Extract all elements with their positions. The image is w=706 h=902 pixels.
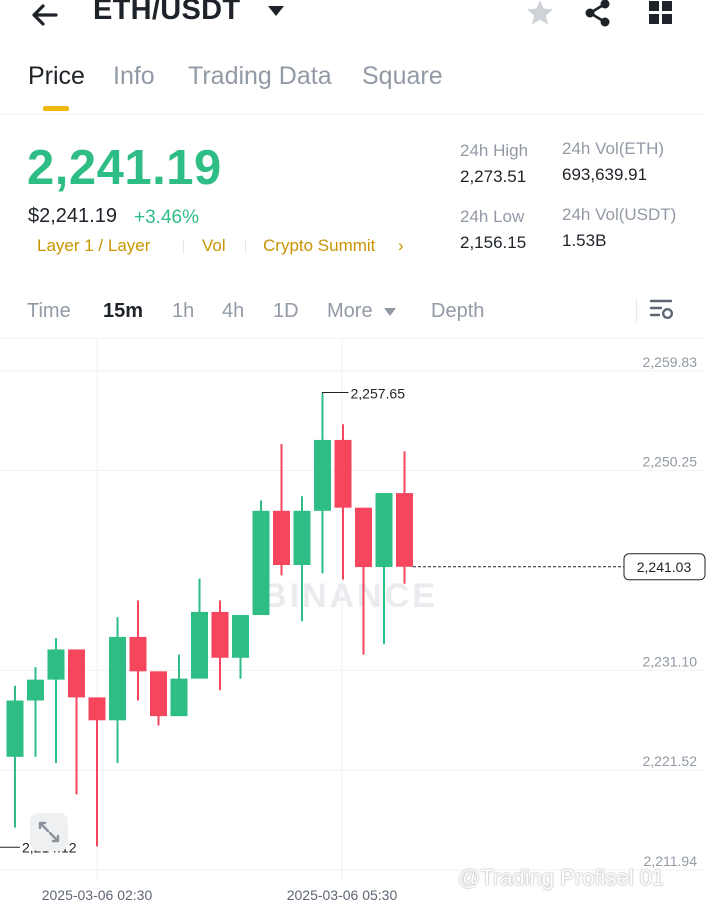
candle-body <box>396 493 413 567</box>
interval-1h[interactable]: 1h <box>172 300 195 322</box>
chart-settings-icon[interactable] <box>648 296 676 324</box>
interval-more[interactable]: More <box>327 300 373 322</box>
divider <box>0 338 706 339</box>
chevron-right-icon[interactable]: › <box>398 236 404 255</box>
candle-body <box>170 678 188 717</box>
vol-usdt-value: 1.53B <box>562 231 607 250</box>
caret-down-icon[interactable] <box>266 3 286 19</box>
candle-body <box>6 700 24 757</box>
tag-vol[interactable]: Vol <box>202 236 226 255</box>
candle-body <box>252 510 270 616</box>
vol-eth-label: 24h Vol(ETH) <box>562 139 665 158</box>
share-icon[interactable] <box>583 0 613 28</box>
interval-bar: Time 15m 1h 4h 1D More Depth <box>0 290 706 336</box>
candle-body <box>273 510 290 566</box>
high-value: 2,273.51 <box>460 167 527 186</box>
grid-icon[interactable] <box>646 0 676 28</box>
chart-watermark: BINANCE <box>262 577 438 615</box>
current-price-label: 2,241.03 <box>637 559 692 575</box>
tag-layer1[interactable]: Layer 1 / Layer <box>37 236 151 255</box>
candle-body <box>293 510 311 566</box>
candle-body <box>314 439 331 511</box>
tab-square[interactable]: Square <box>362 62 443 90</box>
interval-time[interactable]: Time <box>27 300 71 322</box>
y-tick-label: 2,250.25 <box>643 454 698 470</box>
interval-depth[interactable]: Depth <box>431 300 485 322</box>
candle-body <box>191 611 208 679</box>
vol-eth-value: 693,639.91 <box>562 165 648 184</box>
candle-body <box>47 649 65 680</box>
candle-body <box>211 611 229 658</box>
star-icon[interactable] <box>525 0 555 28</box>
divider <box>636 298 637 322</box>
last-price: 2,241.19 <box>27 141 222 195</box>
active-tab-indicator <box>43 106 69 111</box>
expand-chart-button[interactable] <box>30 813 68 851</box>
candle-body <box>88 697 106 721</box>
interval-15m[interactable]: 15m <box>103 300 144 322</box>
candle-body <box>232 615 249 658</box>
max-price-label: 2,257.65 <box>351 386 406 402</box>
high-label: 24h High <box>460 141 529 160</box>
tag-separator <box>183 240 184 254</box>
candle-body <box>68 649 85 698</box>
candle-body <box>109 636 126 721</box>
candle-body <box>334 439 352 508</box>
usd-price: $2,241.19 <box>28 205 117 227</box>
divider <box>0 114 706 115</box>
back-arrow-icon[interactable] <box>28 0 62 32</box>
interval-1d[interactable]: 1D <box>273 300 299 322</box>
max-marker-line <box>322 392 349 394</box>
interval-4h[interactable]: 4h <box>222 300 245 322</box>
pair-title[interactable]: ETH/USDT <box>93 0 241 26</box>
watermark-overlay: @Trading Profisel 01 <box>458 865 665 890</box>
header-bar: ETH/USDT <box>0 0 706 36</box>
candlestick-chart[interactable]: 2,259.83 2,250.25 2,231.10 2,221.52 2,211.94… <box>0 339 706 902</box>
tab-info[interactable]: Info <box>113 62 155 90</box>
tab-price[interactable]: Price <box>28 62 85 90</box>
low-value: 2,156.15 <box>460 233 527 252</box>
candle-body <box>27 679 44 701</box>
change-percent: +3.46% <box>134 207 199 228</box>
y-tick-label: 2,259.83 <box>643 354 698 370</box>
candle-body <box>355 507 372 568</box>
caret-down-icon[interactable] <box>383 307 397 317</box>
low-label: 24h Low <box>460 207 525 226</box>
y-tick-label: 2,221.52 <box>643 753 698 769</box>
vol-usdt-label: 24h Vol(USDT) <box>562 205 677 224</box>
expand-icon <box>38 821 60 843</box>
y-tick-label: 2,211.94 <box>644 853 698 869</box>
candle-body <box>150 671 167 717</box>
tag-separator <box>245 240 246 254</box>
candle-body <box>129 636 147 672</box>
y-tick-label: 2,231.10 <box>643 653 698 669</box>
x-tick-label: 2025-03-06 05:30 <box>287 887 398 902</box>
tag-crypto-summit[interactable]: Crypto Summit <box>263 236 376 255</box>
current-price-badge <box>623 553 706 581</box>
candle-body <box>375 493 393 568</box>
tab-trading-data[interactable]: Trading Data <box>188 62 332 90</box>
x-tick-label: 2025-03-06 02:30 <box>42 887 153 902</box>
